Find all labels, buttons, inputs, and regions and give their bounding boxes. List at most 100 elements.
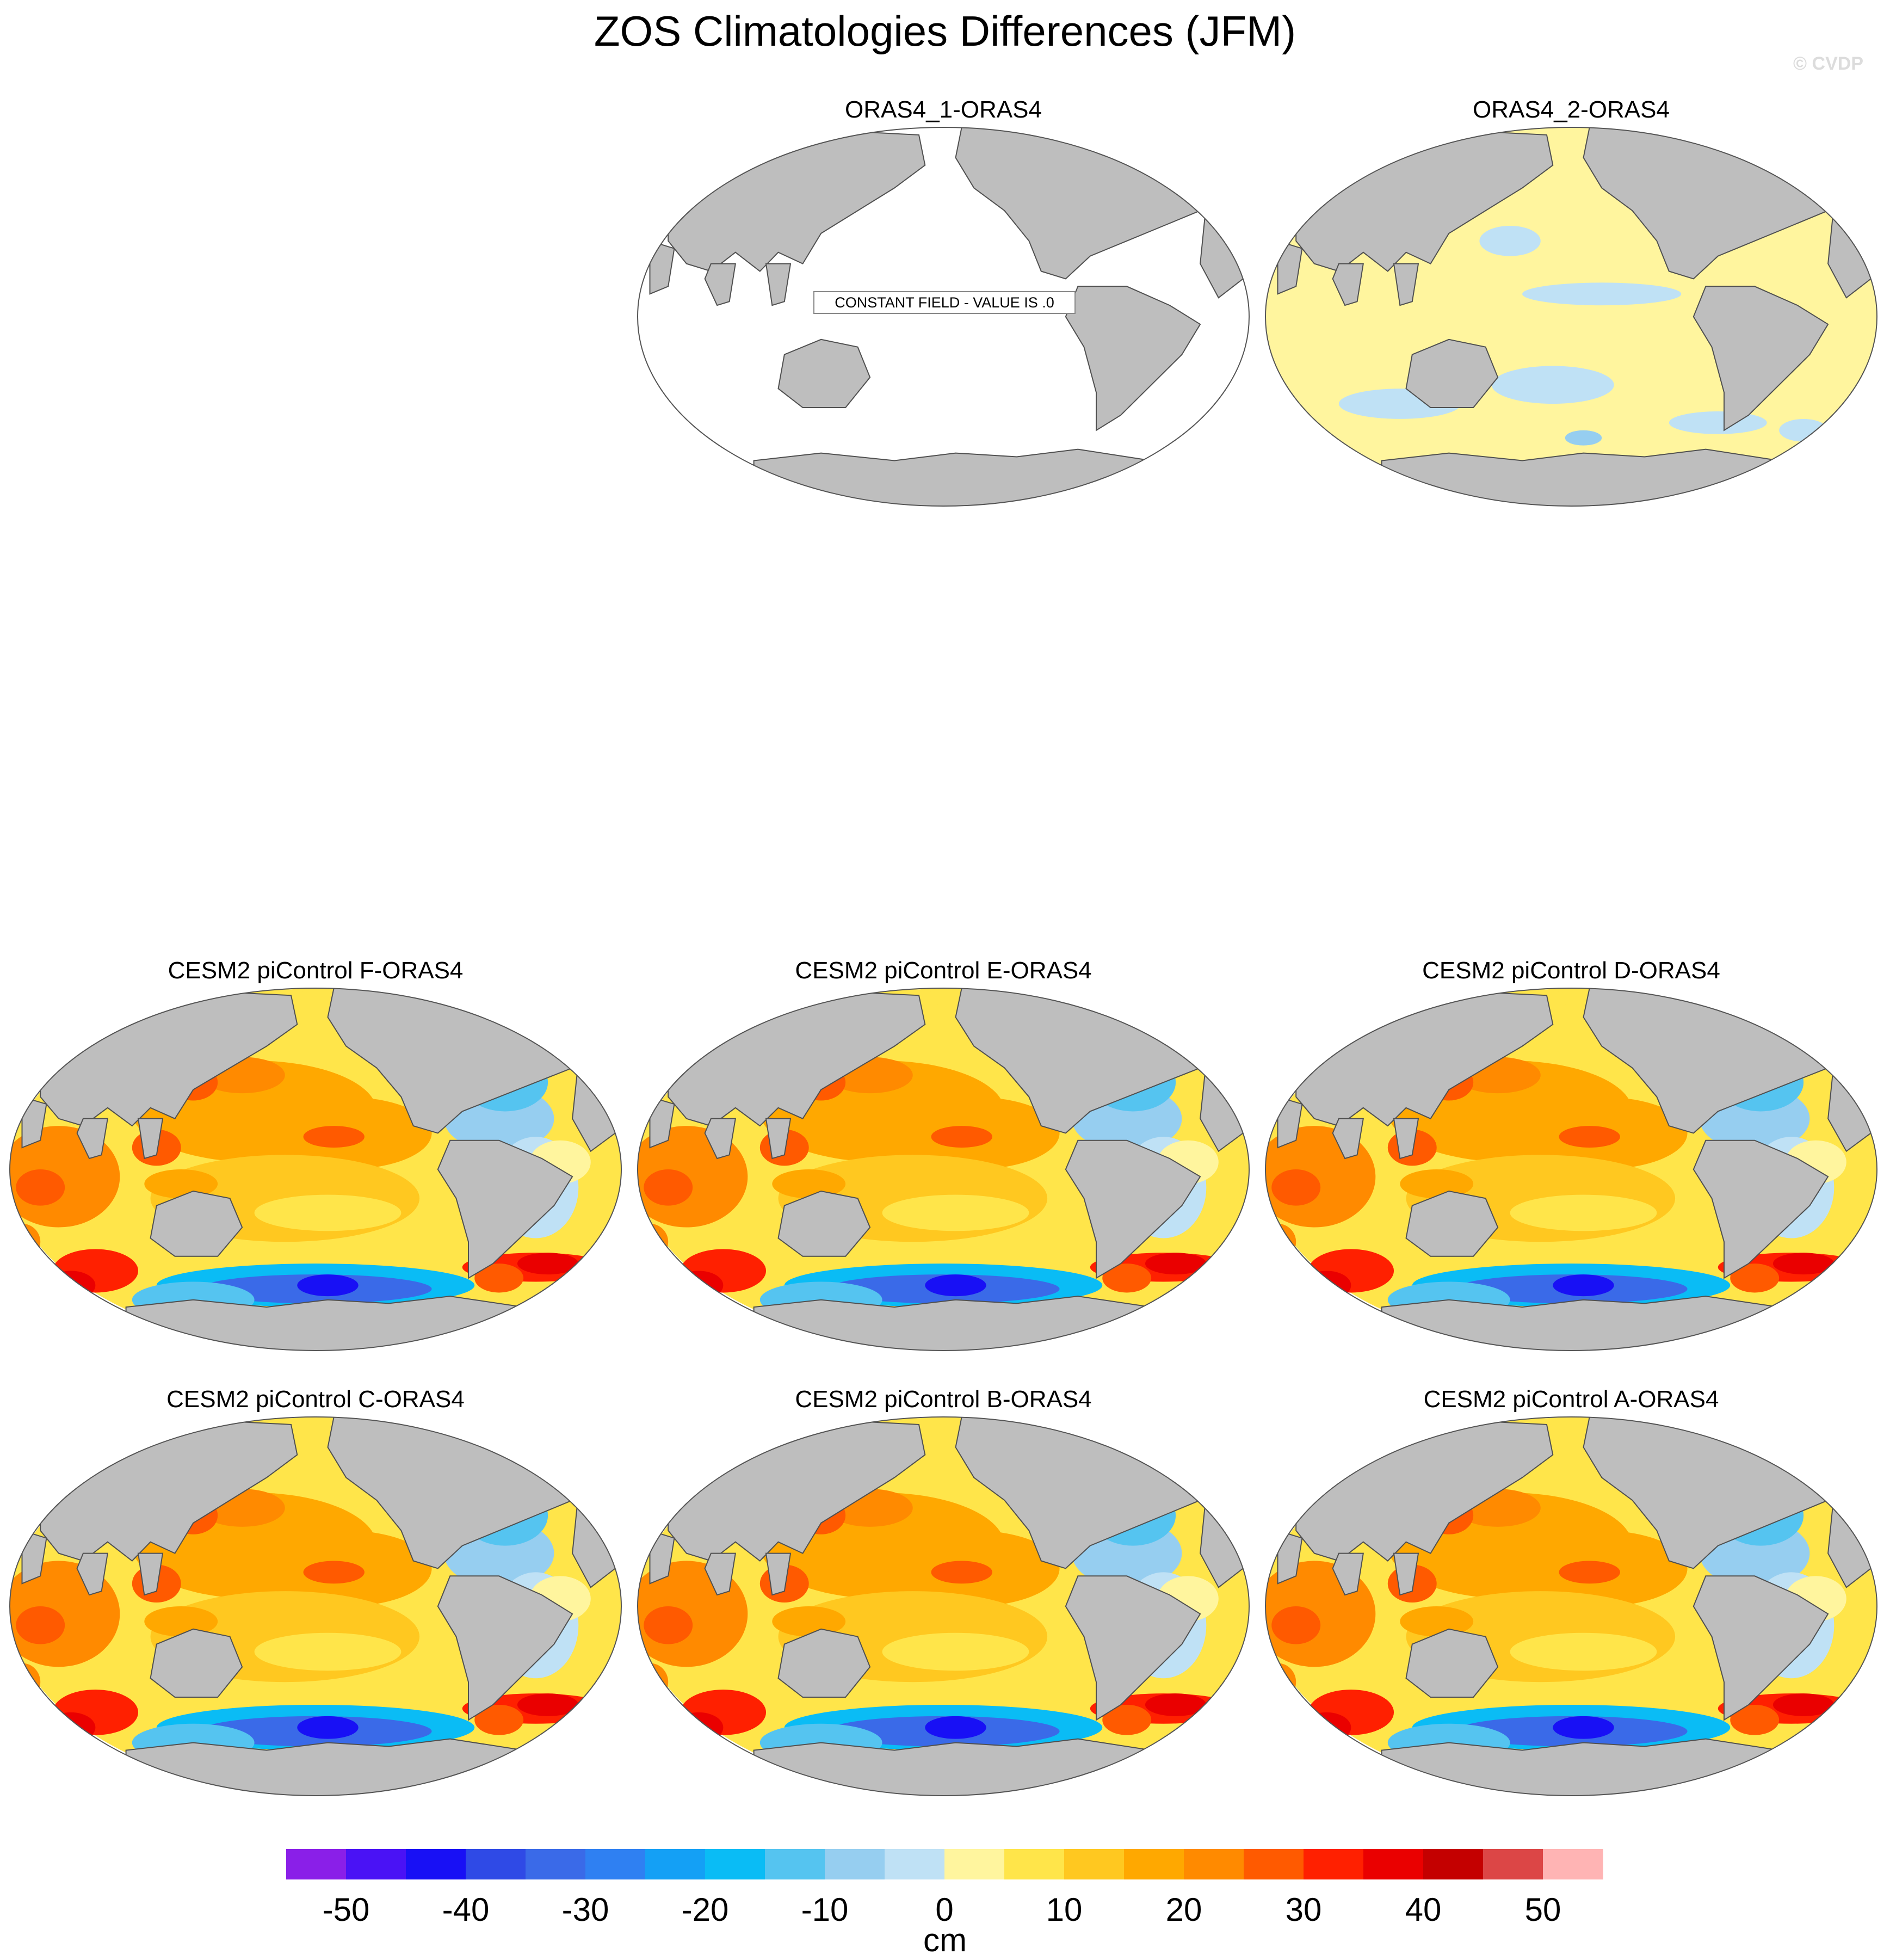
field-contour [674,1271,724,1300]
colorbar-swatch [944,1849,1005,1879]
land-mass [1332,1118,1364,1160]
field-contour [1559,1561,1620,1584]
colorbar-swatch [1064,1849,1125,1879]
land-mass [649,240,675,295]
field-contour [52,1249,139,1293]
colorbar-swatch [585,1849,646,1879]
map-panel-e: CESM2 piControl E-ORAS4 [637,957,1250,1351]
field-contour [1491,366,1614,404]
land-mass [150,1628,243,1698]
colorbar-tick-label: 10 [1046,1891,1083,1928]
map-outline [637,1416,1250,1796]
land-mass [437,1575,573,1721]
land-mass [1393,1118,1419,1160]
map-outline [1265,988,1877,1351]
colorbar-swatch [1543,1849,1603,1879]
field-contour [46,1712,96,1743]
land-mass [125,1738,524,1796]
land-mass [1381,1738,1780,1796]
field-contour [1302,1712,1351,1743]
map-panel-c: CESM2 piControl C-ORAS4 [9,1386,622,1796]
land-mass [437,1139,573,1279]
field-contour [1730,1704,1780,1735]
land-mass [649,1530,675,1585]
field-contour [925,1274,986,1297]
field-contour [1553,1716,1614,1739]
land-mass [704,263,736,306]
colorbar: -50 -40 -30 -20 -10 0 10 20 30 40 50 cm [286,1849,1603,1958]
field-contour [1553,1274,1614,1297]
field-contour [882,1194,1029,1231]
land-mass [1693,1139,1829,1279]
field-contour [1102,1704,1152,1735]
panel-title: CESM2 piControl D-ORAS4 [1422,957,1720,984]
field-contour [772,1169,846,1199]
field-contour [1308,1249,1394,1293]
colorbar-tick-label: -50 [323,1891,370,1928]
colorbar-swatch [825,1849,885,1879]
land-mass [1393,263,1419,306]
land-mass [137,1118,164,1160]
svg-text:CONSTANT FIELD - VALUE IS .0: CONSTANT FIELD - VALUE IS .0 [835,294,1054,311]
land-mass [1381,448,1780,506]
colorbar-tick-label: 50 [1525,1891,1561,1928]
colorbar-swatch [1423,1849,1484,1879]
land-mass [125,1296,524,1351]
land-mass [1405,338,1499,408]
colorbar-swatch [406,1849,466,1879]
land-mass [765,1552,792,1596]
panel-title: CESM2 piControl C-ORAS4 [166,1386,465,1413]
colorbar-swatch [1124,1849,1184,1879]
colorbar-swatch [1004,1849,1065,1879]
field-contour [16,1169,65,1206]
field-contour [517,1693,579,1716]
field-contour [925,1716,986,1739]
land-mass [1815,1423,1872,1471]
panel-title: CESM2 piControl F-ORAS4 [168,957,464,984]
land-mass [1729,1417,1781,1437]
colorbar-swatch [1363,1849,1424,1879]
land-mass [1332,1552,1364,1596]
field-contour [1400,1606,1474,1637]
field-contour [1772,1693,1835,1716]
colorbar-tick-label: -20 [682,1891,729,1928]
field-contour [474,1263,524,1293]
map-panel-oras4-1: ORAS4_1-ORAS4 CONSTANT FIELD - VALUE IS .… [637,96,1250,507]
colorbar-tick-label: 0 [935,1891,953,1928]
field-contour [144,1169,218,1199]
land-mass [150,1190,243,1257]
field-contour [931,1126,992,1148]
land-mass [1405,1190,1499,1257]
land-mass [777,338,871,408]
colorbar-tick-label: -10 [801,1891,849,1928]
land-mass [1101,1417,1153,1437]
land-mass [753,1738,1152,1796]
land-mass [1277,240,1303,295]
land-mass [1693,286,1829,432]
colorbar-unit-label: cm [923,1922,967,1958]
field-contour [1271,1606,1321,1644]
land-mass [1187,1423,1244,1471]
land-mass [559,994,616,1040]
field-contour [1779,418,1829,442]
land-mass [753,1296,1152,1351]
field-contour [1510,1632,1657,1671]
field-contour [1479,225,1541,256]
field-contour [1102,1263,1152,1293]
panel-title: ORAS4_1-ORAS4 [845,96,1042,123]
land-mass [1393,1552,1419,1596]
colorbar-swatch [1244,1849,1304,1879]
land-mass [1065,1139,1201,1279]
map-panel-b: CESM2 piControl B-ORAS4 [637,1386,1250,1796]
field-contour [297,1274,359,1297]
figure-title: ZOS Climatologies Differences (JFM) [594,7,1296,55]
land-mass [1277,1530,1303,1585]
colorbar-swatch [346,1849,406,1879]
land-mass [1187,994,1244,1040]
map-panel-d: CESM2 piControl D-ORAS4 [1265,957,1877,1351]
map-outline [9,988,622,1351]
colorbar-swatch [1304,1849,1364,1879]
land-mass [1065,1575,1201,1721]
field-contour [303,1126,365,1148]
